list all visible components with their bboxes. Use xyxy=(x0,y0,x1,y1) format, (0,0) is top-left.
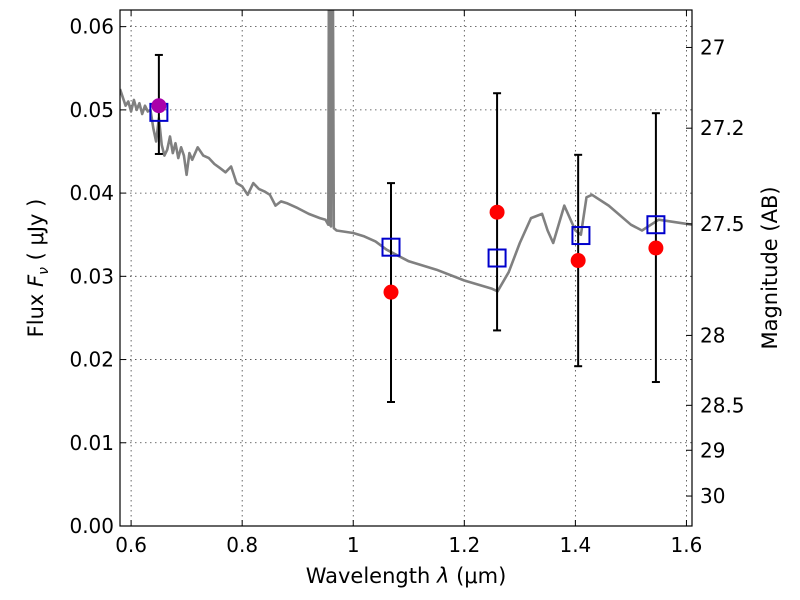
plot-frame xyxy=(119,9,693,527)
y2-axis-label: Magnitude (AB) xyxy=(758,186,782,349)
observed-point xyxy=(151,98,167,114)
observed-point xyxy=(570,253,586,269)
model-band-square xyxy=(646,215,666,235)
y2-tick-label: 30 xyxy=(700,484,725,508)
x-tick-label: 0.6 xyxy=(115,533,147,557)
x-tick-label: 1 xyxy=(347,533,360,557)
y2-tick-label: 27 xyxy=(700,35,725,59)
y-tick-label: 0.06 xyxy=(69,15,114,39)
y-tick-label: 0.03 xyxy=(69,264,114,288)
x-axis-label: Wavelength λ (μm) xyxy=(306,564,507,588)
y-tick-label: 0.05 xyxy=(69,98,114,122)
model-band-square xyxy=(381,237,401,257)
y-tick-label: 0.01 xyxy=(69,431,114,455)
y-tick-label: 0.04 xyxy=(69,181,114,205)
y2-tick-label: 27.5 xyxy=(700,212,745,236)
plot-area xyxy=(120,10,692,403)
observed-point xyxy=(489,204,505,220)
x-tick-label: 1.4 xyxy=(559,533,591,557)
y2-tick-label: 28.5 xyxy=(700,393,745,417)
model-band-square xyxy=(571,226,591,246)
y-tick-label: 0.00 xyxy=(69,514,114,538)
model-band-square xyxy=(487,248,507,268)
y2-tick-label: 27.2 xyxy=(700,116,745,140)
observed-point xyxy=(648,240,664,256)
observed-point xyxy=(383,284,399,300)
x-tick-label: 1.6 xyxy=(671,533,703,557)
grid-lines xyxy=(120,10,692,527)
x-tick-label: 1.2 xyxy=(448,533,480,557)
y2-tick-label: 28 xyxy=(700,323,725,347)
axis-ticks: 0.6 0.8 1 1.2 1.4 1.6 0.00 0.01 0.02 0.03 0.04 0.05… xyxy=(69,10,745,557)
y-axis-label: Flux Fν ( μJy ) xyxy=(24,199,52,338)
x-tick-label: 0.8 xyxy=(226,533,258,557)
model-sed-line xyxy=(120,10,692,293)
y-tick-label: 0.02 xyxy=(69,348,114,372)
y2-tick-label: 29 xyxy=(700,438,725,462)
